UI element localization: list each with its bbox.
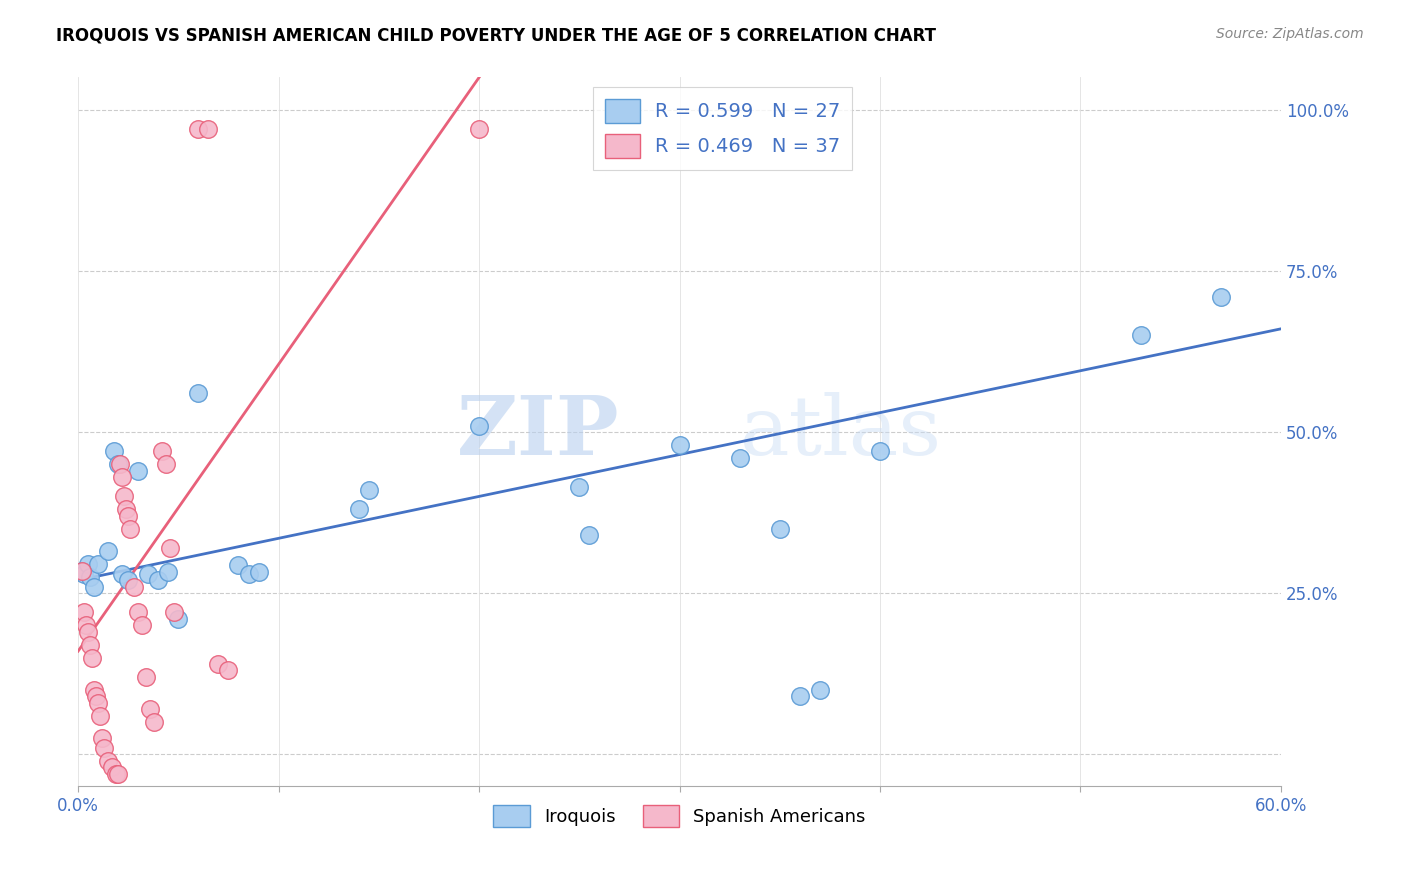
Point bbox=[228, 558, 250, 573]
Legend: Iroquois, Spanish Americans: Iroquois, Spanish Americans bbox=[486, 797, 873, 834]
Point bbox=[468, 122, 491, 136]
Point bbox=[668, 438, 690, 452]
Point bbox=[107, 766, 129, 780]
Point bbox=[135, 670, 157, 684]
Text: IROQUOIS VS SPANISH AMERICAN CHILD POVERTY UNDER THE AGE OF 5 CORRELATION CHART: IROQUOIS VS SPANISH AMERICAN CHILD POVER… bbox=[56, 27, 936, 45]
Point bbox=[578, 528, 600, 542]
Point bbox=[568, 480, 591, 494]
Point bbox=[122, 580, 145, 594]
Point bbox=[120, 522, 142, 536]
Point bbox=[111, 566, 134, 581]
Point bbox=[217, 664, 239, 678]
Point bbox=[112, 490, 135, 504]
Point bbox=[155, 457, 177, 471]
Point bbox=[238, 566, 260, 581]
Point bbox=[73, 606, 96, 620]
Point bbox=[115, 502, 138, 516]
Point bbox=[143, 714, 166, 729]
Point bbox=[83, 682, 105, 697]
Text: Source: ZipAtlas.com: Source: ZipAtlas.com bbox=[1216, 27, 1364, 41]
Point bbox=[247, 565, 270, 579]
Point bbox=[157, 565, 180, 579]
Point bbox=[93, 740, 115, 755]
Point bbox=[131, 618, 153, 632]
Point bbox=[83, 580, 105, 594]
Point bbox=[103, 444, 125, 458]
Point bbox=[207, 657, 229, 671]
Text: ZIP: ZIP bbox=[457, 392, 620, 472]
Point bbox=[97, 544, 120, 558]
Point bbox=[117, 508, 139, 523]
Point bbox=[769, 522, 792, 536]
Point bbox=[79, 570, 101, 584]
Point bbox=[79, 638, 101, 652]
Point bbox=[77, 624, 100, 639]
Point bbox=[728, 450, 751, 465]
Point bbox=[150, 444, 173, 458]
Point bbox=[1129, 328, 1152, 343]
Point bbox=[148, 573, 170, 587]
Point bbox=[187, 386, 209, 401]
Point bbox=[91, 731, 114, 746]
Point bbox=[808, 682, 831, 697]
Point bbox=[87, 696, 110, 710]
Point bbox=[73, 566, 96, 581]
Text: atlas: atlas bbox=[740, 392, 942, 472]
Point bbox=[347, 502, 370, 516]
Point bbox=[97, 754, 120, 768]
Point bbox=[107, 457, 129, 471]
Point bbox=[468, 418, 491, 433]
Point bbox=[139, 702, 162, 716]
Point bbox=[70, 564, 93, 578]
Point bbox=[110, 457, 132, 471]
Point bbox=[101, 760, 124, 774]
Point bbox=[789, 690, 811, 704]
Point bbox=[89, 708, 111, 723]
Point bbox=[111, 470, 134, 484]
Point bbox=[127, 606, 149, 620]
Point bbox=[187, 122, 209, 136]
Point bbox=[70, 564, 93, 578]
Point bbox=[159, 541, 181, 555]
Point bbox=[197, 122, 219, 136]
Point bbox=[869, 444, 891, 458]
Point bbox=[75, 618, 97, 632]
Point bbox=[163, 606, 186, 620]
Point bbox=[127, 464, 149, 478]
Point bbox=[136, 566, 159, 581]
Point bbox=[87, 557, 110, 571]
Point bbox=[82, 650, 104, 665]
Point bbox=[77, 557, 100, 571]
Point bbox=[105, 766, 128, 780]
Point bbox=[357, 483, 380, 497]
Point bbox=[84, 690, 107, 704]
Point bbox=[1209, 290, 1232, 304]
Point bbox=[117, 573, 139, 587]
Point bbox=[167, 612, 190, 626]
